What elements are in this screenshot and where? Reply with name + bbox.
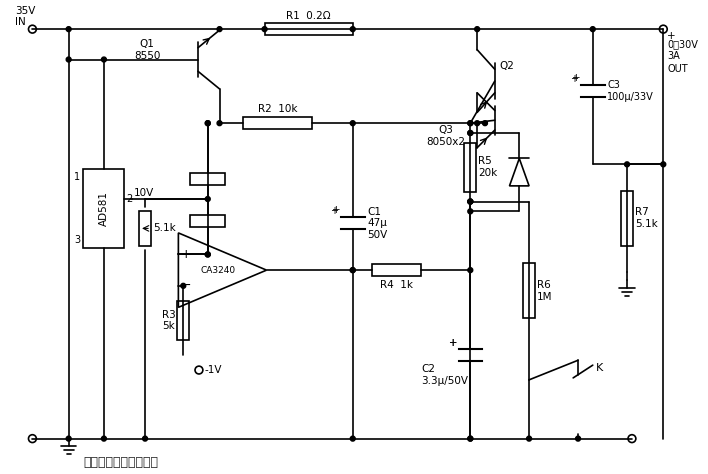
Circle shape <box>468 130 473 136</box>
Circle shape <box>142 436 147 441</box>
Circle shape <box>468 268 473 273</box>
Circle shape <box>350 121 355 126</box>
Text: CA3240: CA3240 <box>201 265 236 274</box>
Circle shape <box>181 283 185 288</box>
Text: 10V: 10V <box>135 188 154 198</box>
Text: −: − <box>181 279 191 292</box>
Circle shape <box>205 252 210 257</box>
Circle shape <box>350 268 355 273</box>
Text: R1  0.2Ω: R1 0.2Ω <box>286 11 331 21</box>
Text: R6
1M: R6 1M <box>537 280 552 301</box>
Circle shape <box>217 27 222 32</box>
Text: Q3
8050x2: Q3 8050x2 <box>426 125 465 147</box>
Bar <box>84 169 125 247</box>
Text: 1: 1 <box>74 172 81 182</box>
Circle shape <box>67 27 71 32</box>
Text: +: + <box>570 74 578 84</box>
Circle shape <box>468 130 473 136</box>
Circle shape <box>474 121 479 126</box>
Bar <box>265 23 353 35</box>
Circle shape <box>67 436 71 441</box>
Text: AD581: AD581 <box>99 191 109 226</box>
Circle shape <box>350 27 355 32</box>
Bar <box>372 264 421 276</box>
Circle shape <box>262 27 267 32</box>
Circle shape <box>527 436 532 441</box>
Circle shape <box>468 436 473 441</box>
Text: 0～30V
3A
OUT: 0～30V 3A OUT <box>667 39 698 74</box>
Text: +: + <box>667 31 676 41</box>
Text: Q2: Q2 <box>500 61 515 71</box>
Bar <box>523 263 535 318</box>
Text: R2  10k: R2 10k <box>258 104 297 114</box>
Text: 35V
IN: 35V IN <box>15 6 35 27</box>
Circle shape <box>590 27 595 32</box>
Text: 电子制作天地收藏整理: 电子制作天地收藏整理 <box>84 456 159 469</box>
Circle shape <box>205 121 210 126</box>
Text: +: + <box>572 73 581 83</box>
Circle shape <box>101 57 106 62</box>
Text: R7
5.1k: R7 5.1k <box>635 208 658 229</box>
Text: C3
100µ/33V: C3 100µ/33V <box>607 80 654 101</box>
Circle shape <box>468 209 473 214</box>
Text: C2
3.3µ/50V: C2 3.3µ/50V <box>421 364 468 386</box>
Circle shape <box>474 27 479 32</box>
Circle shape <box>205 121 210 126</box>
Circle shape <box>468 121 473 126</box>
Circle shape <box>67 57 71 62</box>
Circle shape <box>468 199 473 204</box>
Bar <box>190 173 225 185</box>
Bar <box>139 211 151 246</box>
Circle shape <box>468 199 473 204</box>
Circle shape <box>350 436 355 441</box>
Circle shape <box>661 162 666 167</box>
Text: R3
5k: R3 5k <box>161 310 176 331</box>
Circle shape <box>468 121 473 126</box>
Circle shape <box>101 436 106 441</box>
Circle shape <box>624 162 629 167</box>
Circle shape <box>483 121 487 126</box>
Text: +: + <box>181 248 192 261</box>
Text: K: K <box>595 363 603 373</box>
Circle shape <box>468 436 473 441</box>
Bar <box>178 301 189 340</box>
Text: R4  1k: R4 1k <box>380 280 413 290</box>
Text: +: + <box>450 337 458 347</box>
Bar <box>621 191 633 246</box>
Circle shape <box>468 199 473 204</box>
Circle shape <box>576 436 581 441</box>
Bar <box>243 117 312 129</box>
Text: Q1
8550: Q1 8550 <box>134 39 160 61</box>
Text: 2: 2 <box>127 194 132 204</box>
Circle shape <box>205 252 210 257</box>
Text: +: + <box>447 338 456 348</box>
Bar <box>464 143 476 192</box>
Bar <box>190 215 225 227</box>
Text: R5
20k: R5 20k <box>478 156 498 178</box>
Text: +: + <box>332 205 341 215</box>
Text: -1V: -1V <box>205 365 222 375</box>
Circle shape <box>205 197 210 201</box>
Text: +: + <box>330 206 338 216</box>
Text: C1
47µ
50V: C1 47µ 50V <box>367 207 388 240</box>
Text: 5.1k: 5.1k <box>153 223 176 233</box>
Text: 3: 3 <box>74 235 81 245</box>
Circle shape <box>350 268 355 273</box>
Circle shape <box>217 121 222 126</box>
